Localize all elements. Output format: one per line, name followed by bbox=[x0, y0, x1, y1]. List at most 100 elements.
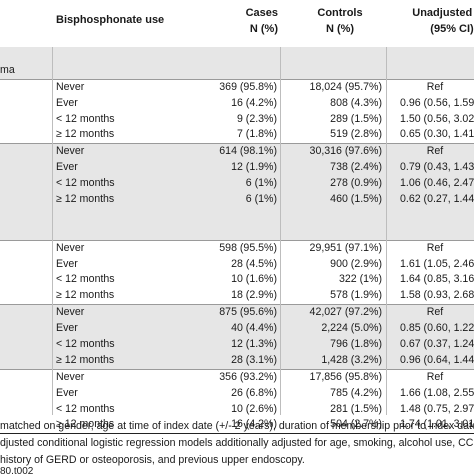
cell-bisphosphonate-use: Ever bbox=[56, 161, 78, 174]
table-row: ≥ 12 months 16 (4.2%) 504 (2.7%) 1.74 (1.01… bbox=[0, 417, 474, 435]
cell-unadjusted-or: 0.62 (0.27, 1.44 bbox=[400, 193, 474, 206]
table-row: Never 356 (93.2%) 17,856 (95.8%) Ref bbox=[0, 368, 474, 386]
cell-unadjusted-or: 1.61 (1.05, 2.46 bbox=[400, 257, 474, 270]
cell-controls: 504 (2.7%) bbox=[330, 418, 382, 431]
cell-bisphosphonate-use: ≥ 12 months bbox=[56, 289, 115, 302]
cell-unadjusted-or: 0.79 (0.43, 1.43 bbox=[400, 161, 474, 174]
cell-bisphosphonate-use: Never bbox=[56, 306, 85, 319]
cell-cases: 26 (6.8%) bbox=[231, 386, 277, 399]
cell-controls: 519 (2.8%) bbox=[330, 128, 382, 141]
cell-unadjusted-or: Ref bbox=[426, 145, 444, 158]
cell-cases: 28 (4.5%) bbox=[231, 257, 277, 270]
cell-bisphosphonate-use: Never bbox=[56, 145, 85, 158]
cell-unadjusted-or: Ref bbox=[426, 241, 444, 254]
cell-cases: 18 (2.9%) bbox=[231, 289, 277, 302]
cell-unadjusted-or: 1.64 (0.85, 3.16 bbox=[400, 273, 474, 286]
cell-unadjusted-or: Ref bbox=[426, 80, 444, 93]
cell-unadjusted-or: 0.96 (0.64, 1.44 bbox=[400, 353, 474, 366]
cell-bisphosphonate-use: ≥ 12 months bbox=[56, 353, 115, 366]
cell-unadjusted-or: 1.06 (0.46, 2.47 bbox=[400, 177, 474, 190]
cell-bisphosphonate-use: ≥ 12 months bbox=[56, 193, 115, 206]
cell-controls: 289 (1.5%) bbox=[330, 112, 382, 125]
cell-cases: 12 (1.9%) bbox=[231, 161, 277, 174]
cell-cases: 369 (95.8%) bbox=[219, 80, 277, 93]
cell-unadjusted-or: 0.96 (0.56, 1.59 bbox=[400, 96, 474, 109]
cell-controls: 738 (2.4%) bbox=[330, 161, 382, 174]
cell-bisphosphonate-use: < 12 months bbox=[56, 338, 115, 351]
cell-bisphosphonate-use: Never bbox=[56, 241, 85, 254]
table-row: ≥ 12 months 18 (2.9%) 578 (1.9%) 1.58 (0.93… bbox=[0, 288, 474, 304]
table-row: < 12 months 10 (2.6%) 281 (1.5%) 1.48 (0.75… bbox=[0, 402, 474, 418]
header-controls-sub: N (%) bbox=[325, 23, 355, 35]
table-row bbox=[0, 47, 474, 63]
cell-unadjusted-or: 1.58 (0.93, 2.68 bbox=[400, 289, 474, 302]
cell-cases: 6 (1%) bbox=[245, 177, 277, 190]
cell-unadjusted-or: Ref bbox=[426, 370, 444, 383]
cell-controls: 18,024 (95.7%) bbox=[309, 80, 382, 93]
cell-controls: 30,316 (97.6%) bbox=[309, 145, 382, 158]
table-id: 80.t002 bbox=[0, 466, 34, 474]
table-row: < 12 months 9 (2.3%) 289 (1.5%) 1.50 (0.56,… bbox=[0, 112, 474, 128]
header-cases-sub: N (%) bbox=[249, 23, 278, 35]
cell-cases: 12 (1.3%) bbox=[231, 338, 277, 351]
cell-cases: 9 (2.3%) bbox=[236, 112, 277, 125]
cell-cases: 598 (95.5%) bbox=[219, 241, 277, 254]
table-row: ≥ 12 months 6 (1%) 460 (1.5%) 0.62 (0.27, 1… bbox=[0, 192, 474, 208]
cell-bisphosphonate-use: < 12 months bbox=[56, 402, 115, 415]
header-cases-title: Cases bbox=[245, 7, 278, 19]
cell-unadjusted-or: 1.66 (1.08, 2.55 bbox=[400, 386, 474, 399]
cell-cases: 40 (4.4%) bbox=[231, 322, 277, 335]
cell-bisphosphonate-use: Ever bbox=[56, 257, 78, 270]
cell-cases: 16 (4.2%) bbox=[231, 418, 277, 431]
cell-controls: 322 (1%) bbox=[339, 273, 382, 286]
cell-controls: 278 (0.9%) bbox=[330, 177, 382, 190]
cell-unadjusted-or: Ref bbox=[426, 306, 444, 319]
cell-cases: 614 (98.1%) bbox=[219, 145, 277, 158]
cell-cases: 6 (1%) bbox=[245, 193, 277, 206]
cell-unadjusted-or: 0.67 (0.37, 1.24 bbox=[400, 338, 474, 351]
cell-cases: 28 (3.1%) bbox=[231, 353, 277, 366]
footnote-line-1: matched on gender, age at time of index … bbox=[0, 420, 474, 432]
table-body: ma Never 369 (95.8%) 18,024 (95.7%) Ref Ever 1… bbox=[0, 47, 474, 435]
cell-bisphosphonate-use: < 12 months bbox=[56, 273, 115, 286]
table-row: Never 875 (95.6%) 42,027 (97.2%) Ref bbox=[0, 304, 474, 322]
cell-controls: 808 (4.3%) bbox=[330, 96, 382, 109]
cell-bisphosphonate-use: Never bbox=[56, 80, 85, 93]
table-row: Ever 12 (1.9%) 738 (2.4%) 0.79 (0.43, 1.43 bbox=[0, 160, 474, 177]
header-or-sub: (95% CI) bbox=[430, 23, 474, 35]
cell-controls: 1,428 (3.2%) bbox=[321, 353, 382, 366]
column-divider bbox=[280, 47, 281, 415]
cell-controls: 2,224 (5.0%) bbox=[321, 322, 382, 335]
cell-bisphosphonate-use: < 12 months bbox=[56, 177, 115, 190]
table-row: Never 598 (95.5%) 29,951 (97.1%) Ref bbox=[0, 239, 474, 257]
header-cases: Cases N (%) bbox=[188, 5, 278, 37]
table-row: Ever 26 (6.8%) 785 (4.2%) 1.66 (1.08, 2.55 bbox=[0, 386, 474, 402]
header-bisphosphonate-use: Bisphosphonate use bbox=[56, 14, 165, 26]
table-row: < 12 months 6 (1%) 278 (0.9%) 1.06 (0.46, 2… bbox=[0, 176, 474, 193]
table-row: Never 369 (95.8%) 18,024 (95.7%) Ref bbox=[0, 78, 474, 96]
cell-unadjusted-or: 0.85 (0.60, 1.22 bbox=[400, 322, 474, 335]
table-header: Bisphosphonate use Cases N (%) Controls … bbox=[0, 0, 474, 48]
table-row bbox=[0, 223, 474, 240]
cell-cases: 10 (2.6%) bbox=[231, 402, 277, 415]
cell-cases: 10 (1.6%) bbox=[231, 273, 277, 286]
header-unadjusted-or: Unadjusted OR (95% CI) bbox=[392, 5, 474, 37]
cell-bisphosphonate-use: Ever bbox=[56, 386, 78, 399]
table-row: < 12 months 12 (1.3%) 796 (1.8%) 0.67 (0.37… bbox=[0, 337, 474, 353]
cell-subgroup: ma bbox=[0, 63, 15, 76]
cell-unadjusted-or: 1.74 (1.01, 3.01 bbox=[400, 418, 474, 431]
table-row bbox=[0, 207, 474, 224]
cell-unadjusted-or: 1.50 (0.56, 3.02 bbox=[400, 112, 474, 125]
table-row: ma bbox=[0, 62, 474, 79]
cell-cases: 875 (95.6%) bbox=[219, 306, 277, 319]
cell-cases: 16 (4.2%) bbox=[231, 96, 277, 109]
cell-cases: 7 (1.8%) bbox=[236, 128, 277, 141]
cell-controls: 17,856 (95.8%) bbox=[309, 370, 382, 383]
cell-cases: 356 (93.2%) bbox=[219, 370, 277, 383]
cell-controls: 281 (1.5%) bbox=[330, 402, 382, 415]
cell-bisphosphonate-use: Ever bbox=[56, 322, 78, 335]
cell-bisphosphonate-use: Ever bbox=[56, 96, 78, 109]
cell-controls: 42,027 (97.2%) bbox=[309, 306, 382, 319]
cell-controls: 578 (1.9%) bbox=[330, 289, 382, 302]
header-or-title: Unadjusted OR bbox=[412, 7, 474, 19]
